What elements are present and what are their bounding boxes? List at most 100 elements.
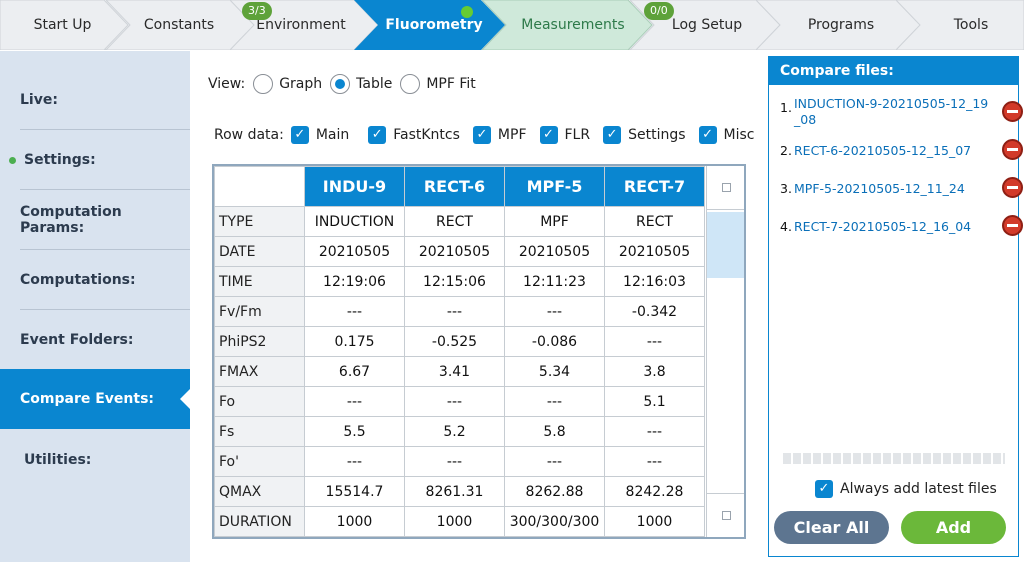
tab-label: Fluorometry bbox=[385, 17, 483, 33]
table-cell: --- bbox=[404, 446, 505, 477]
compare-table: INDU-9 RECT-6 MPF-5 RECT-7 TYPE INDUCTION… bbox=[212, 164, 746, 539]
table-row: Fo' --- --- --- --- bbox=[214, 446, 705, 477]
sidebar-item-utilities[interactable]: Utilities: bbox=[0, 430, 190, 490]
always-add-label[interactable]: Always add latest files bbox=[840, 481, 997, 497]
table-cell: --- bbox=[404, 296, 505, 327]
checkbox-settings[interactable]: ✓ bbox=[603, 126, 622, 144]
column-header[interactable]: RECT-6 bbox=[404, 166, 505, 207]
top-navigation: Start Up Constants Environment 3/3 Fluor… bbox=[0, 0, 1024, 50]
sidebar-item-computation-params[interactable]: Computation Params: bbox=[0, 190, 190, 250]
clear-all-button[interactable]: Clear All bbox=[774, 511, 889, 544]
sidebar-item-computations[interactable]: Computations: bbox=[0, 250, 190, 310]
tab-label: Constants bbox=[143, 17, 215, 33]
table-cell: RECT bbox=[404, 206, 505, 237]
table-cell: --- bbox=[604, 416, 705, 447]
tab-measurements[interactable]: Measurements bbox=[482, 0, 653, 50]
table-row: TIME 12:19:06 12:15:06 12:11:23 12:16:03 bbox=[214, 266, 705, 297]
table-cell: 5.2 bbox=[404, 416, 505, 447]
sidebar-item-label: Event Folders: bbox=[20, 332, 134, 348]
sidebar-item-label: Settings: bbox=[24, 152, 96, 168]
radio-graph-label[interactable]: Graph bbox=[279, 76, 323, 92]
scroll-down-icon bbox=[721, 511, 731, 520]
table-cell: 8262.88 bbox=[504, 476, 605, 507]
scroll-up-icon bbox=[721, 183, 731, 192]
checkbox-flr-label[interactable]: FLR bbox=[564, 127, 591, 143]
file-name-link[interactable]: RECT-6-20210505-12_15_07 bbox=[794, 143, 972, 158]
tab-label: Tools bbox=[953, 17, 989, 33]
table-cell: 8261.31 bbox=[404, 476, 505, 507]
table-row: DURATION 1000 1000 300/300/300 1000 bbox=[214, 506, 705, 537]
checkbox-fastkntcs-label[interactable]: FastKntcs bbox=[393, 127, 460, 143]
view-selector: View: Graph Table MPF Fit bbox=[208, 72, 476, 96]
radio-table[interactable] bbox=[330, 74, 351, 94]
tab-programs[interactable]: Programs bbox=[756, 0, 916, 50]
table-cell: --- bbox=[504, 446, 605, 477]
remove-file-icon[interactable] bbox=[1002, 177, 1023, 198]
tab-label: Measurements bbox=[521, 17, 625, 33]
table-cell: 1000 bbox=[604, 506, 705, 537]
add-button[interactable]: Add bbox=[901, 511, 1006, 544]
file-index: 3. bbox=[780, 181, 792, 196]
column-header[interactable]: RECT-7 bbox=[604, 166, 705, 207]
checkbox-mpf[interactable]: ✓ bbox=[472, 126, 491, 144]
table-cell: 20210505 bbox=[304, 236, 405, 267]
environment-count-badge: 3/3 bbox=[242, 2, 272, 20]
row-header: DURATION bbox=[214, 506, 305, 537]
remove-file-icon[interactable] bbox=[1002, 101, 1023, 122]
file-name-link[interactable]: INDUCTION-9-20210505-12_19_08 bbox=[794, 96, 989, 127]
data-table: INDU-9 RECT-6 MPF-5 RECT-7 TYPE INDUCTION… bbox=[214, 166, 705, 537]
file-name-link[interactable]: RECT-7-20210505-12_16_04 bbox=[794, 219, 972, 234]
sidebar-item-label: Live: bbox=[20, 92, 58, 108]
table-row: Fs 5.5 5.2 5.8 --- bbox=[214, 416, 705, 447]
tab-label: Log Setup bbox=[671, 17, 743, 33]
remove-file-icon[interactable] bbox=[1002, 215, 1023, 236]
tab-constants[interactable]: Constants bbox=[106, 0, 246, 50]
tab-start-up[interactable]: Start Up bbox=[0, 0, 129, 50]
scroll-down-button[interactable] bbox=[707, 493, 744, 537]
table-cell: MPF bbox=[504, 206, 605, 237]
sidebar-item-compare-events[interactable]: Compare Events: bbox=[0, 369, 190, 429]
remove-file-icon[interactable] bbox=[1002, 139, 1023, 160]
sidebar-item-live[interactable]: Live: bbox=[0, 70, 190, 130]
column-header[interactable]: INDU-9 bbox=[304, 166, 405, 207]
sidebar-item-event-folders[interactable]: Event Folders: bbox=[0, 310, 190, 370]
row-header: Fs bbox=[214, 416, 305, 447]
column-header[interactable]: MPF-5 bbox=[504, 166, 605, 207]
checkbox-always-add[interactable]: ✓ bbox=[815, 480, 833, 498]
compare-files-panel: Compare files: 1. INDUCTION-9-20210505-1… bbox=[768, 56, 1023, 557]
file-name-link[interactable]: MPF-5-20210505-12_11_24 bbox=[794, 181, 965, 196]
checkbox-main-label[interactable]: Main bbox=[315, 127, 350, 143]
table-cell: 5.8 bbox=[504, 416, 605, 447]
checkbox-misc-label[interactable]: Misc bbox=[723, 127, 755, 143]
checkbox-misc[interactable]: ✓ bbox=[698, 126, 717, 144]
tab-shape bbox=[106, 0, 246, 50]
file-list-scroll-track[interactable] bbox=[783, 453, 1005, 464]
table-cell: -0.525 bbox=[404, 326, 505, 357]
checkbox-flr[interactable]: ✓ bbox=[539, 126, 558, 144]
table-cell: --- bbox=[604, 446, 705, 477]
radio-table-label[interactable]: Table bbox=[356, 76, 393, 92]
radio-graph[interactable] bbox=[253, 74, 274, 94]
sidebar-item-settings[interactable]: Settings: bbox=[0, 130, 190, 190]
radio-mpf-fit[interactable] bbox=[400, 74, 421, 94]
scroll-up-button[interactable] bbox=[707, 166, 744, 210]
table-row: PhiPS2 0.175 -0.525 -0.086 --- bbox=[214, 326, 705, 357]
radio-mpf-fit-label[interactable]: MPF Fit bbox=[426, 76, 476, 92]
tab-tools[interactable]: Tools bbox=[896, 0, 1024, 50]
checkbox-fastkntcs[interactable]: ✓ bbox=[368, 126, 387, 144]
sidebar-divider bbox=[20, 249, 190, 250]
table-scrollbar[interactable] bbox=[706, 166, 744, 537]
table-cell: --- bbox=[304, 296, 405, 327]
radio-selected-dot bbox=[335, 79, 346, 89]
table-row: DATE 20210505 20210505 20210505 20210505 bbox=[214, 236, 705, 267]
checkbox-mpf-label[interactable]: MPF bbox=[497, 127, 527, 143]
checkbox-main[interactable]: ✓ bbox=[290, 126, 309, 144]
sidebar: Live: Settings: Computation Params: Comp… bbox=[0, 51, 190, 562]
scroll-thumb[interactable] bbox=[707, 212, 744, 278]
checkbox-settings-label[interactable]: Settings bbox=[628, 127, 686, 143]
table-cell: 20210505 bbox=[604, 236, 705, 267]
tab-label: Environment bbox=[256, 17, 346, 33]
table-cell: --- bbox=[404, 386, 505, 417]
table-cell: 3.41 bbox=[404, 356, 505, 387]
table-row: Fv/Fm --- --- --- -0.342 bbox=[214, 296, 705, 327]
